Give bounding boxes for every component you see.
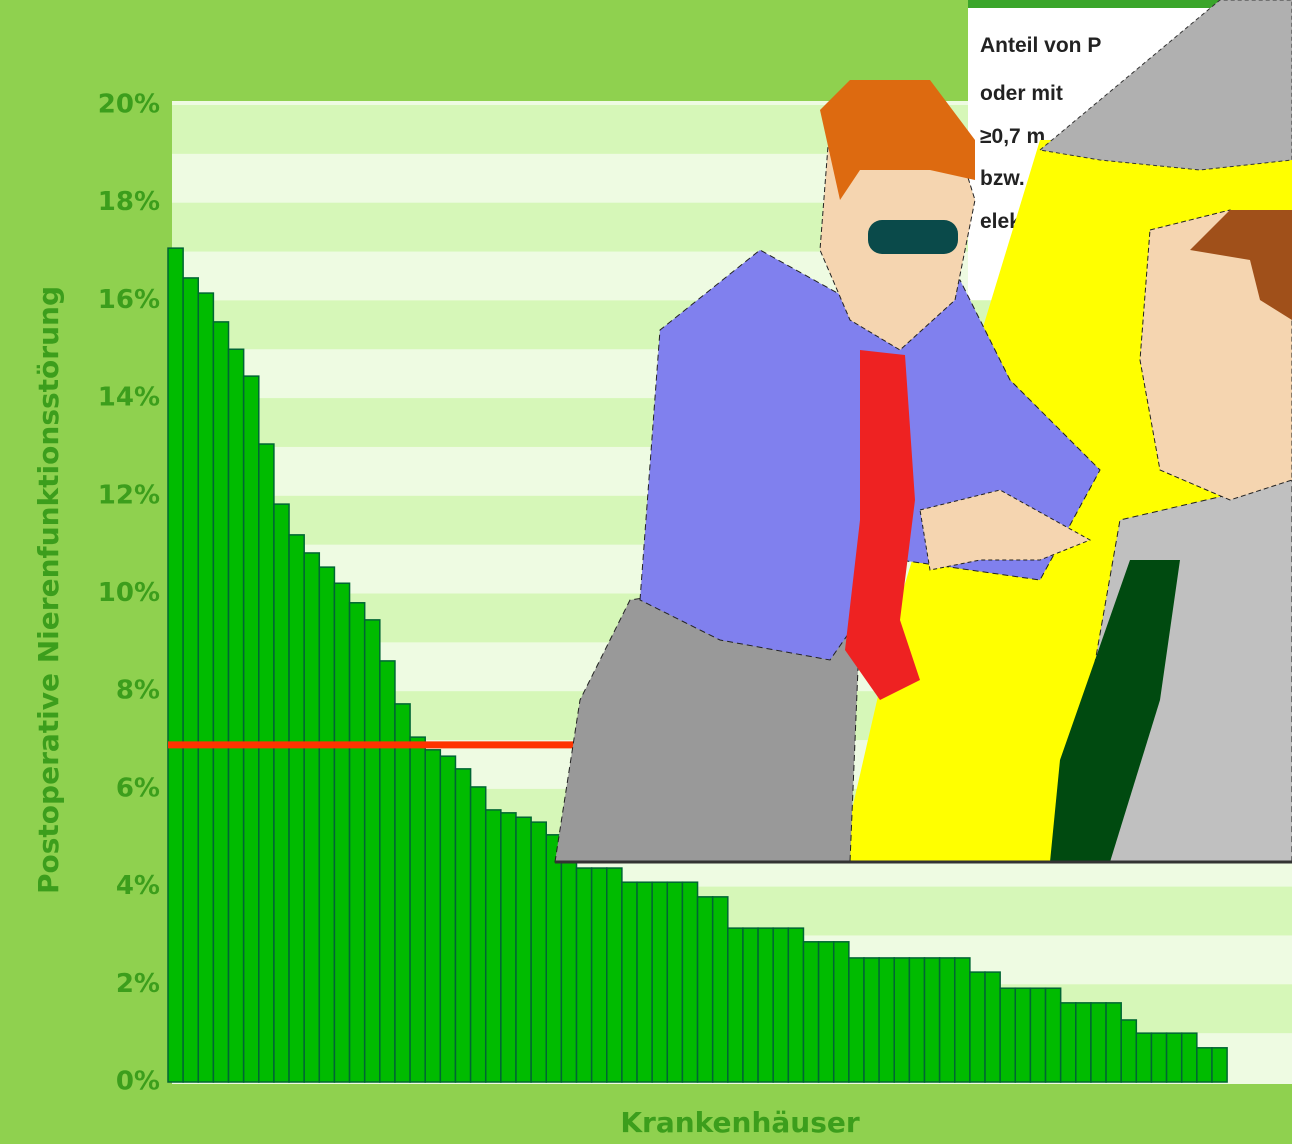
panel-text: Anteil von P	[980, 34, 1101, 57]
bar	[575, 867, 593, 1083]
bar	[711, 896, 729, 1083]
cartoon: Anteil von P oder mit ≥0,7 m bzw. elek	[554, 0, 1292, 864]
bar	[500, 812, 517, 1083]
y-tick-label: 12%	[98, 480, 160, 510]
bar	[560, 861, 578, 1083]
bar	[439, 755, 457, 1083]
panel-text: elek	[980, 210, 1021, 233]
panel-text: bzw.	[980, 167, 1025, 190]
lamp	[1038, 0, 1292, 171]
bar	[227, 348, 245, 1083]
hair-left	[820, 80, 975, 200]
bar	[666, 881, 684, 1083]
bar	[1120, 1019, 1138, 1083]
red-tie	[845, 350, 920, 700]
bar	[167, 247, 184, 1083]
bar	[696, 896, 714, 1083]
y-tick-label: 16%	[98, 285, 160, 315]
bar	[182, 277, 200, 1083]
bar	[318, 566, 336, 1083]
bar	[742, 927, 759, 1083]
sunglasses	[868, 220, 958, 254]
bar	[1211, 1047, 1228, 1083]
bar	[1150, 1032, 1168, 1083]
bar	[394, 703, 411, 1083]
bar	[606, 867, 623, 1083]
bar	[545, 834, 563, 1083]
bar	[1014, 987, 1032, 1083]
bar	[817, 941, 835, 1083]
y-tick-label: 2%	[116, 969, 160, 999]
hand	[919, 489, 1092, 571]
bar	[1090, 1002, 1107, 1083]
bar	[802, 941, 820, 1083]
face-right	[1139, 209, 1292, 501]
bar	[333, 582, 351, 1083]
bar	[1029, 987, 1047, 1083]
bar	[848, 957, 865, 1083]
bar	[621, 881, 638, 1083]
x-axis-label: Krankenhäuser	[620, 1106, 860, 1139]
bar	[893, 957, 911, 1083]
bar	[1105, 1002, 1122, 1083]
y-tick-label: 14%	[98, 383, 160, 413]
bar	[242, 375, 260, 1083]
bar	[969, 971, 986, 1083]
bar	[787, 927, 805, 1083]
bar	[515, 816, 532, 1083]
bar	[454, 768, 472, 1083]
hair-right	[1190, 210, 1292, 320]
y-tick-label: 20%	[98, 90, 160, 120]
panel-text: oder mit	[980, 82, 1063, 105]
bar	[258, 443, 275, 1083]
bar	[1044, 987, 1062, 1083]
bar	[424, 749, 442, 1083]
bar	[636, 881, 653, 1083]
bar	[984, 971, 1001, 1083]
panel-strip	[968, 0, 1292, 8]
bar	[348, 602, 366, 1083]
y-tick-label: 6%	[116, 773, 160, 803]
green-tie	[1050, 560, 1180, 862]
y-tick-label: 18%	[98, 187, 160, 217]
bar	[1180, 1032, 1198, 1083]
bar	[651, 881, 669, 1083]
bar	[999, 987, 1017, 1083]
bar	[363, 619, 381, 1083]
bar	[908, 957, 926, 1083]
bar	[1075, 1002, 1092, 1083]
bar	[530, 821, 547, 1083]
bar	[1135, 1032, 1153, 1083]
panel-text: ≥0,7 m	[980, 125, 1045, 148]
y-tick-label: 0%	[116, 1067, 160, 1097]
bar	[757, 927, 774, 1083]
y-tick-label: 10%	[98, 578, 160, 608]
bar	[878, 957, 895, 1083]
bar	[273, 503, 290, 1083]
bar	[197, 292, 215, 1083]
bar	[954, 957, 971, 1083]
bar	[1165, 1032, 1183, 1083]
bar	[303, 552, 321, 1083]
bar	[590, 867, 608, 1083]
bar	[212, 321, 230, 1083]
bar	[1059, 1002, 1077, 1083]
bar	[832, 941, 850, 1083]
bar	[772, 927, 790, 1083]
bar	[409, 736, 426, 1083]
bar	[469, 786, 487, 1083]
bar	[1196, 1047, 1213, 1083]
bar	[288, 534, 305, 1083]
bar	[863, 957, 880, 1083]
bar	[484, 809, 502, 1083]
y-axis-label: Postoperative Nierenfunktionsstörung	[32, 286, 65, 894]
y-tick-label: 4%	[116, 871, 160, 901]
bar	[938, 957, 956, 1083]
bar	[727, 927, 744, 1083]
bar	[923, 957, 941, 1083]
bar	[681, 881, 699, 1083]
bar	[379, 660, 396, 1083]
y-tick-label: 8%	[116, 676, 160, 706]
